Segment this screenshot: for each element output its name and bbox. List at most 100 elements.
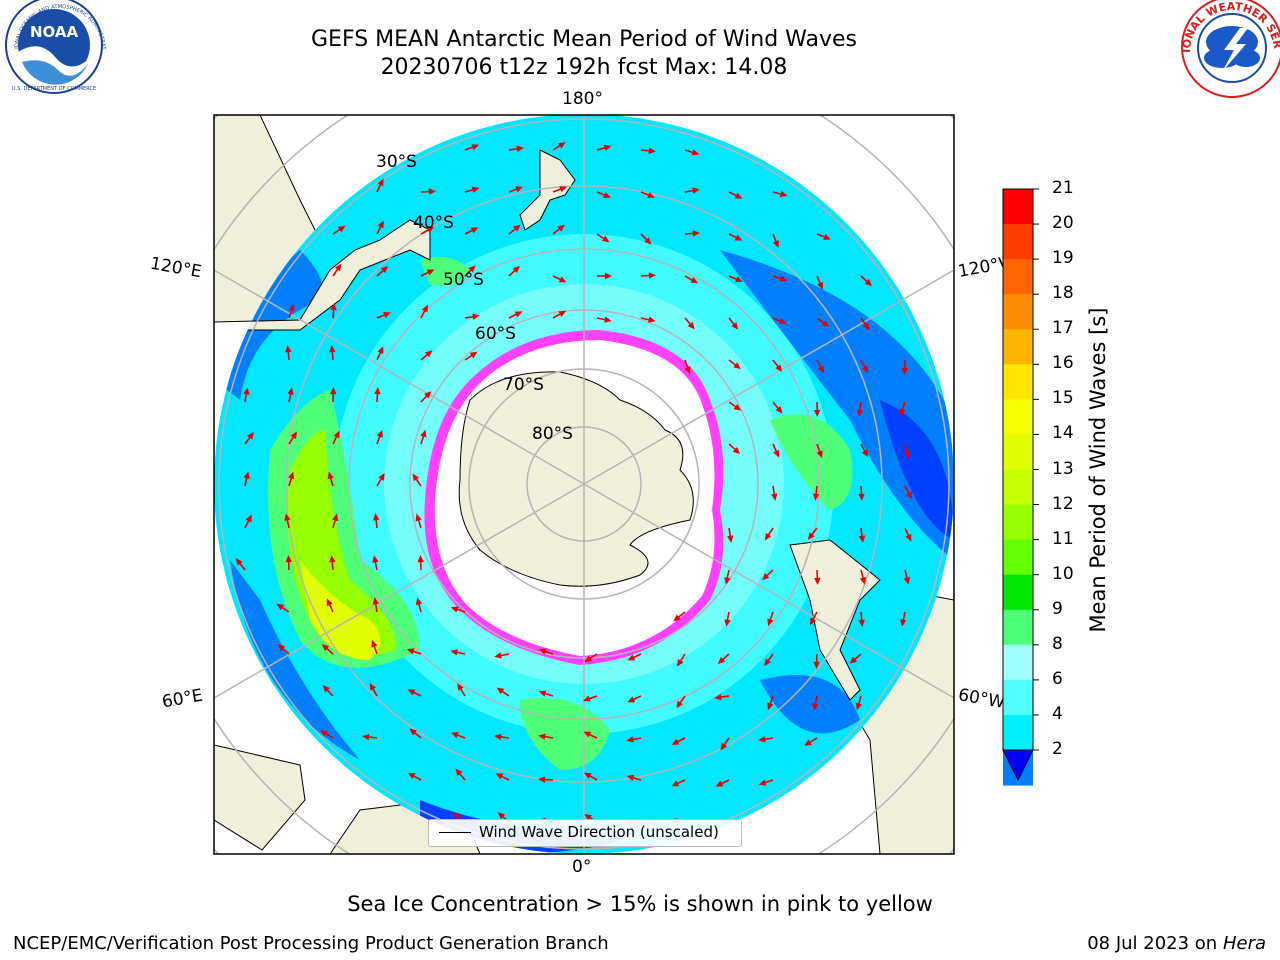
wave-direction-arrowhead <box>374 387 381 395</box>
wave-direction-arrowhead <box>734 234 743 241</box>
colorbar-tick-label: 19 <box>1052 248 1074 269</box>
wave-direction-arrowhead <box>687 321 695 330</box>
wave-direction-arrowhead <box>720 742 728 751</box>
wave-direction-arrowhead <box>715 780 724 787</box>
wave-direction-arrowhead <box>497 812 506 820</box>
wave-direction-arrowhead <box>903 450 911 459</box>
wave-direction-arrowhead <box>727 535 734 543</box>
wave-direction-arrowhead <box>559 186 568 193</box>
colorbar-tick-label: 12 <box>1052 493 1074 514</box>
wave-direction-arrowhead <box>417 555 424 563</box>
wave-direction-arrowhead <box>812 703 819 711</box>
colorbar-tick-label: 11 <box>1052 528 1074 549</box>
colorbar-tick-label: 14 <box>1052 423 1074 444</box>
wave-direction-arrowhead <box>812 493 820 501</box>
wave-direction-arrowhead <box>903 576 911 585</box>
footer-date: 08 Jul 2023 on Hera <box>1087 933 1266 954</box>
colorbar-tick-label: 2 <box>1052 739 1063 759</box>
wave-direction-arrowhead <box>856 409 864 417</box>
wave-direction-arrowhead <box>582 695 591 702</box>
wave-direction-arrowhead <box>735 276 743 283</box>
lat-label-40s: 40°S <box>413 213 454 233</box>
colorbar-tick-label: 18 <box>1052 283 1074 304</box>
wave-direction-arrowhead <box>334 263 342 272</box>
wave-direction-arrowhead <box>470 227 479 234</box>
noaa-logo-icon: NOAA NATIONAL OCEANIC AND ATMOSPHERIC AD… <box>0 0 106 94</box>
wave-direction-arrowhead <box>767 702 774 711</box>
wave-direction-arrowhead <box>285 345 292 353</box>
wave-direction-arrowhead <box>764 658 771 667</box>
colorbar-bin <box>1003 294 1033 330</box>
wave-direction-arrowhead <box>372 555 379 563</box>
wave-direction-arrowhead <box>287 387 294 395</box>
colorbar-tick-label: 21 <box>1052 178 1074 198</box>
wave-direction-arrowhead <box>380 266 389 274</box>
wave-direction-arrowhead <box>288 303 295 312</box>
colorbar <box>1002 188 1039 786</box>
wave-direction-arrowhead <box>772 240 779 248</box>
colorbar-bin <box>1003 574 1033 611</box>
wave-direction-arrowhead <box>758 736 766 743</box>
chart-title: GEFS MEAN Antarctic Mean Period of Wind … <box>311 27 857 52</box>
wave-direction-arrowhead <box>807 532 815 540</box>
wave-direction-arrowhead <box>849 656 858 664</box>
lat-label-60s: 60°S <box>475 324 516 344</box>
wave-direction-arrowhead <box>321 643 330 652</box>
colorbar-tick-label: 16 <box>1052 353 1074 374</box>
wave-direction-arrowhead <box>714 693 722 701</box>
wave-direction-arrowhead <box>515 186 524 193</box>
wave-direction-arrowhead <box>372 597 379 605</box>
wave-direction-arrowhead <box>538 776 546 783</box>
wave-direction-arrowhead <box>322 685 330 693</box>
wave-direction-arrowhead <box>814 577 821 585</box>
wave-direction-arrowhead <box>734 192 743 199</box>
colorbar-bin <box>1003 504 1033 541</box>
wave-direction-arrowhead <box>761 573 770 581</box>
wave-direction-arrowhead <box>424 391 432 399</box>
wave-direction-arrowhead <box>538 648 547 655</box>
svg-text:NATIONAL WEATHER SERVICE: NATIONAL WEATHER SERVICE <box>0 0 1280 53</box>
colorbar-tick-label: 13 <box>1052 458 1074 479</box>
noaa-logo-text: NOAA <box>30 23 79 41</box>
lat-label-80s: 80°S <box>532 424 573 444</box>
wave-direction-arrowhead <box>758 779 767 786</box>
wave-direction-arrowhead <box>855 702 862 711</box>
nws-ring-text: NATIONAL WEATHER SERVICE <box>0 0 1280 53</box>
wave-direction-arrowhead <box>584 814 592 821</box>
lat-label-50s: 50°S <box>443 270 484 290</box>
colorbar-bin <box>1003 364 1033 400</box>
wave-direction-arrowhead <box>821 319 830 327</box>
colorbar-bin <box>1003 679 1033 716</box>
wave-direction-arrowhead <box>775 364 783 372</box>
wave-direction-arrowhead <box>717 656 726 665</box>
map-legend: Wind Wave Direction (unscaled) <box>428 819 742 847</box>
wave-direction-arrowhead <box>450 606 459 613</box>
wave-direction-arrowhead <box>817 282 824 290</box>
wave-direction-arrowhead <box>858 493 865 501</box>
legend-line-icon <box>439 832 471 833</box>
wave-direction-arrowhead <box>513 224 521 232</box>
wave-direction-arrowhead <box>450 732 459 739</box>
colorbar-bin <box>1003 714 1033 751</box>
colorbar-bin <box>1003 539 1033 576</box>
wave-direction-arrowhead <box>691 149 700 156</box>
wave-direction-arrowhead <box>823 233 831 240</box>
wave-direction-arrowhead <box>514 311 523 318</box>
wave-direction-arrowhead <box>558 310 567 318</box>
wave-direction-arrowhead <box>369 682 376 691</box>
wave-direction-arrowhead <box>288 471 295 480</box>
wave-direction-arrowhead <box>583 772 592 779</box>
wave-direction-arrowhead <box>472 313 480 320</box>
map-frame <box>213 114 955 855</box>
wave-direction-arrowhead <box>329 345 336 353</box>
colorbar-bin <box>1003 434 1033 470</box>
colorbar-tick-label: 20 <box>1052 213 1074 234</box>
wave-direction-arrowhead <box>330 387 337 395</box>
wave-direction-arrowhead <box>494 733 502 741</box>
wave-direction-arrowhead <box>406 648 415 655</box>
wave-direction-arrowhead <box>421 304 428 313</box>
wave-direction-arrowhead <box>538 690 547 697</box>
wave-direction-arrowhead <box>407 689 416 696</box>
colorbar-tick-label: 4 <box>1052 703 1063 724</box>
wave-direction-arrowhead <box>583 731 592 738</box>
